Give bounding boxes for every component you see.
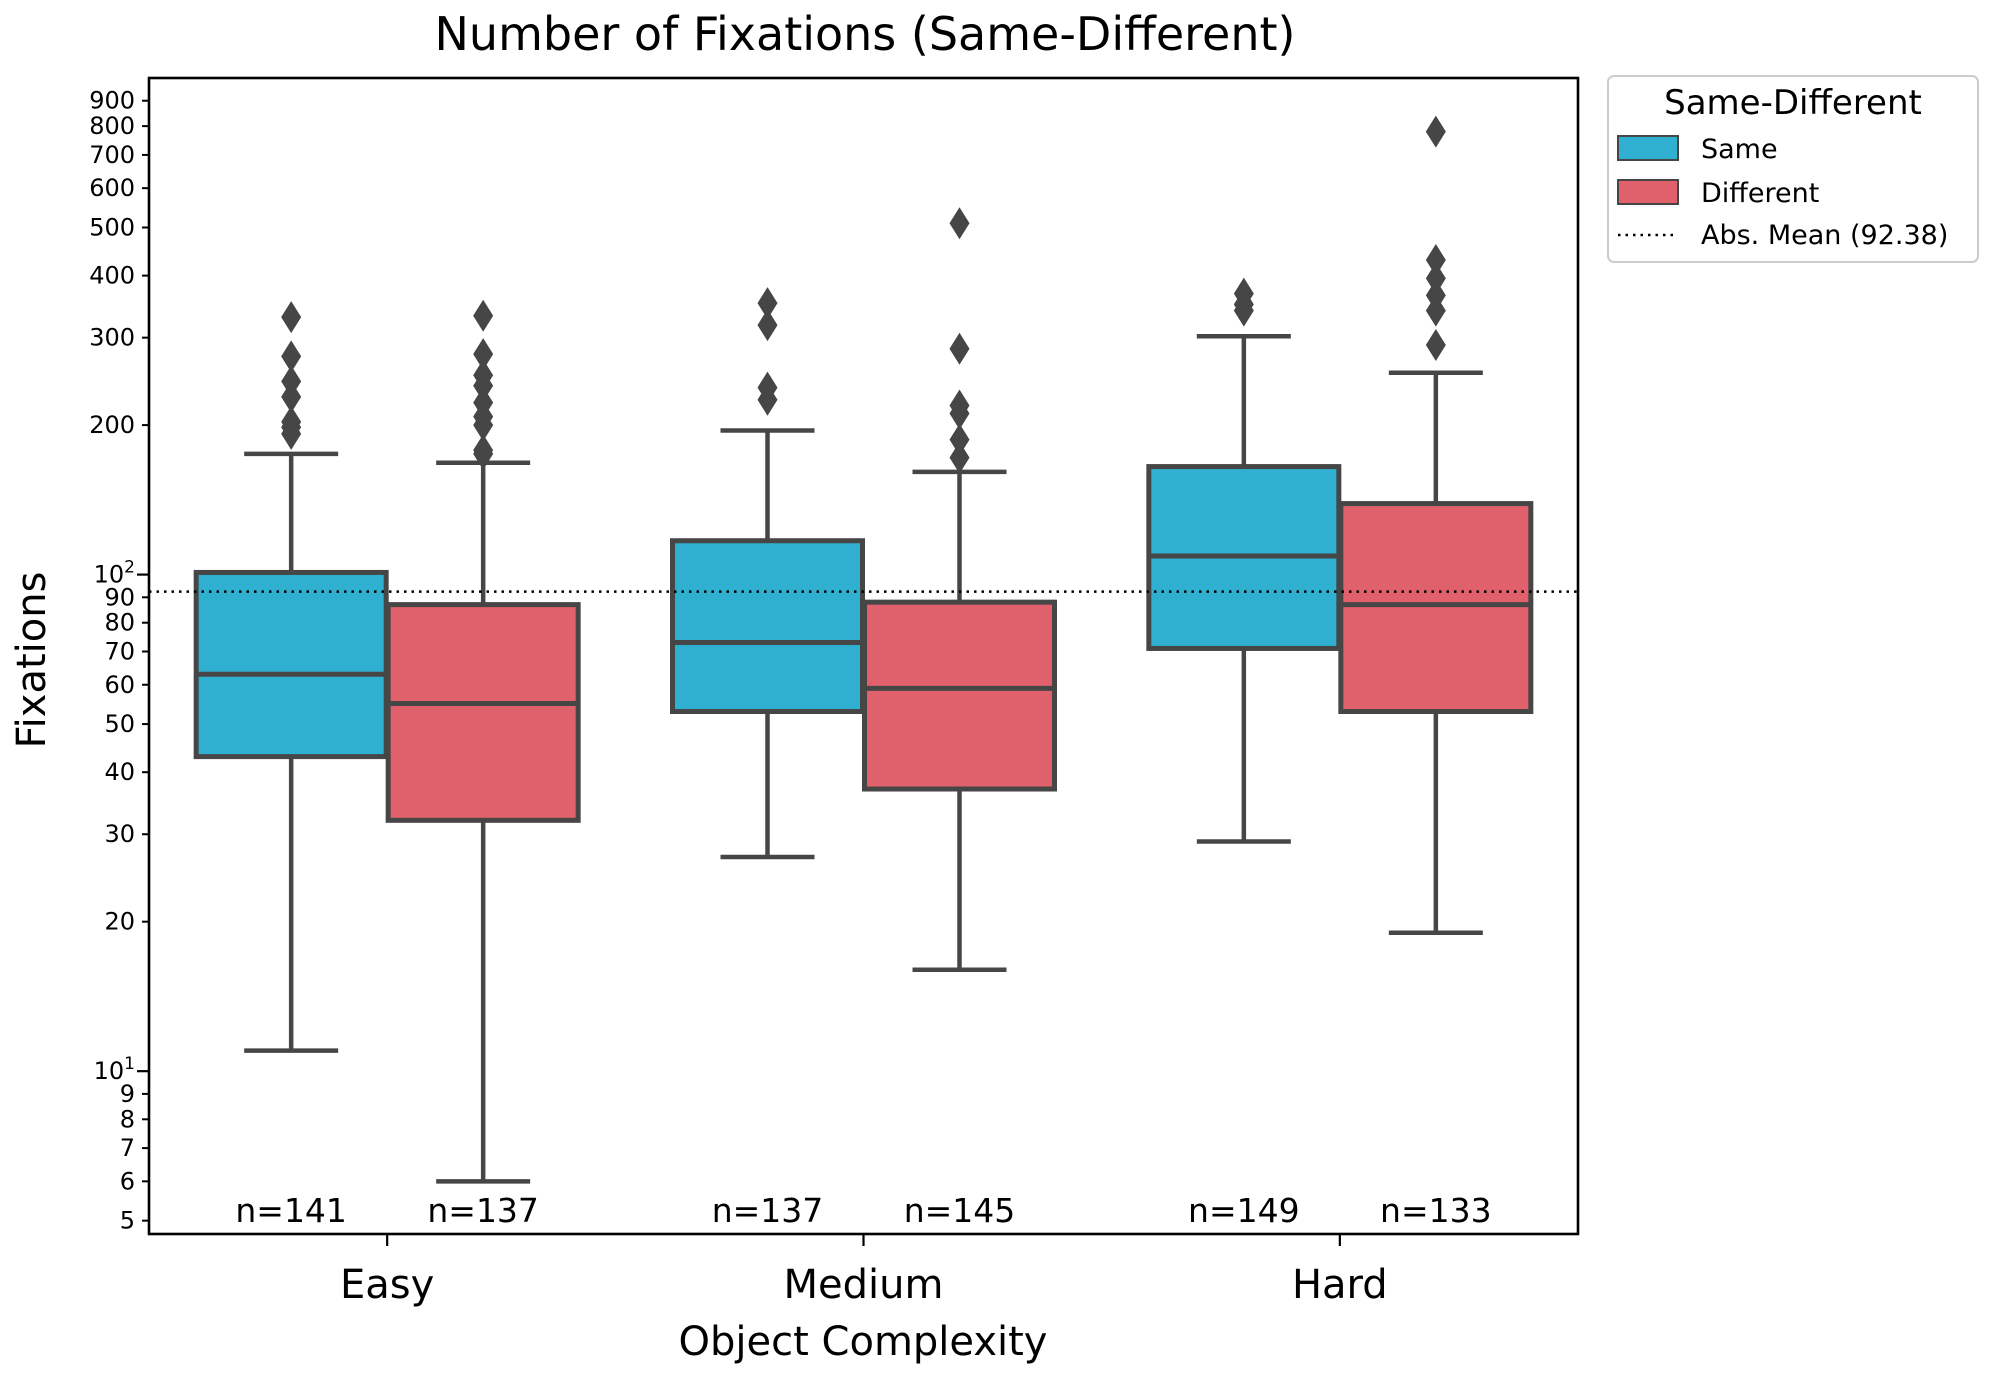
y-tick-label: 40 (104, 758, 135, 786)
n-label: n=133 (1380, 1191, 1492, 1230)
outlier-point (1425, 115, 1446, 148)
legend-label-different: Different (1701, 178, 1819, 209)
y-tick-label: 700 (89, 141, 135, 169)
y-tick-label: 30 (104, 820, 135, 848)
box (193, 569, 389, 760)
box (862, 599, 1057, 792)
outlier-point (949, 389, 970, 422)
y-tick-label: 600 (89, 174, 135, 202)
y-tick-label: 50 (104, 710, 135, 738)
legend-title: Same-Different (1664, 83, 1922, 123)
outlier-point (281, 365, 302, 398)
y-tick-label: 5 (120, 1207, 135, 1235)
n-label: n=137 (712, 1191, 824, 1230)
outlier-point (473, 386, 494, 419)
series-same: n=141 n=137 n=149 (193, 277, 1342, 1230)
y-tick-label: 60 (104, 671, 135, 699)
x-tick-label: Hard (1292, 1262, 1388, 1308)
plot-area: n=141 n=137 n=149 n=137 n=145 n=133 (149, 115, 1578, 1230)
y-tick-label: 70 (104, 638, 135, 666)
outlier-point (1233, 277, 1254, 310)
outlier-point (473, 338, 494, 371)
y-tick-label: 800 (89, 112, 135, 140)
y-tick-label: 8 (120, 1105, 135, 1133)
outlier-point (473, 299, 494, 332)
y-tick-label: 500 (89, 213, 135, 241)
outlier-point (949, 441, 970, 474)
x-tick-label: Easy (340, 1262, 434, 1308)
box (385, 602, 581, 823)
legend-swatch-same (1617, 135, 1679, 161)
outlier-point (757, 287, 778, 320)
legend-label-same: Same (1701, 134, 1778, 165)
outlier-point (1425, 262, 1446, 295)
y-tick-label: 400 (89, 262, 135, 290)
outlier-point (281, 301, 302, 334)
outlier-point (757, 309, 778, 342)
outlier-point (949, 332, 970, 365)
outlier-point (1425, 328, 1446, 361)
outlier-point (949, 423, 970, 456)
n-label: n=141 (235, 1191, 347, 1230)
legend-frame (1607, 75, 1979, 263)
box (1338, 501, 1534, 715)
outlier-point (1425, 244, 1446, 277)
outlier-point (949, 207, 970, 240)
outlier-point (473, 434, 494, 467)
x-tick-label: Medium (784, 1262, 944, 1308)
y-tick-label: 300 (89, 324, 135, 352)
outlier-point (281, 405, 302, 438)
x-axis: Easy Medium Hard (340, 1234, 1388, 1308)
outlier-point (281, 340, 302, 373)
y-tick-label: 20 (104, 908, 135, 936)
n-label: n=145 (904, 1191, 1016, 1230)
outlier-point (473, 359, 494, 392)
y-tick-label: 6 (120, 1167, 135, 1195)
x-axis-title: Object Complexity (679, 1319, 1048, 1365)
legend: Same-Different Same Different Abs. Mean … (1607, 75, 1979, 263)
y-tick-label: 80 (104, 609, 135, 637)
series-different: n=137 n=145 n=133 (385, 115, 1534, 1230)
outlier-point (757, 371, 778, 404)
outlier-point (1425, 279, 1446, 312)
legend-label-mean: Abs. Mean (92.38) (1701, 220, 1948, 251)
y-axis-title: Fixations (9, 572, 55, 749)
y-tick-label: 200 (89, 411, 135, 439)
n-label: n=149 (1188, 1191, 1300, 1230)
legend-swatch-different (1617, 179, 1679, 205)
y-tick-label: 900 (89, 87, 135, 115)
y-tick-label: 90 (104, 583, 135, 611)
y-tick-label: 7 (120, 1134, 135, 1162)
n-label: n=137 (427, 1191, 539, 1230)
y-tick-label: 9 (120, 1080, 135, 1108)
box (670, 538, 865, 715)
chart-title: Number of Fixations (Same-Different) (435, 7, 1296, 61)
